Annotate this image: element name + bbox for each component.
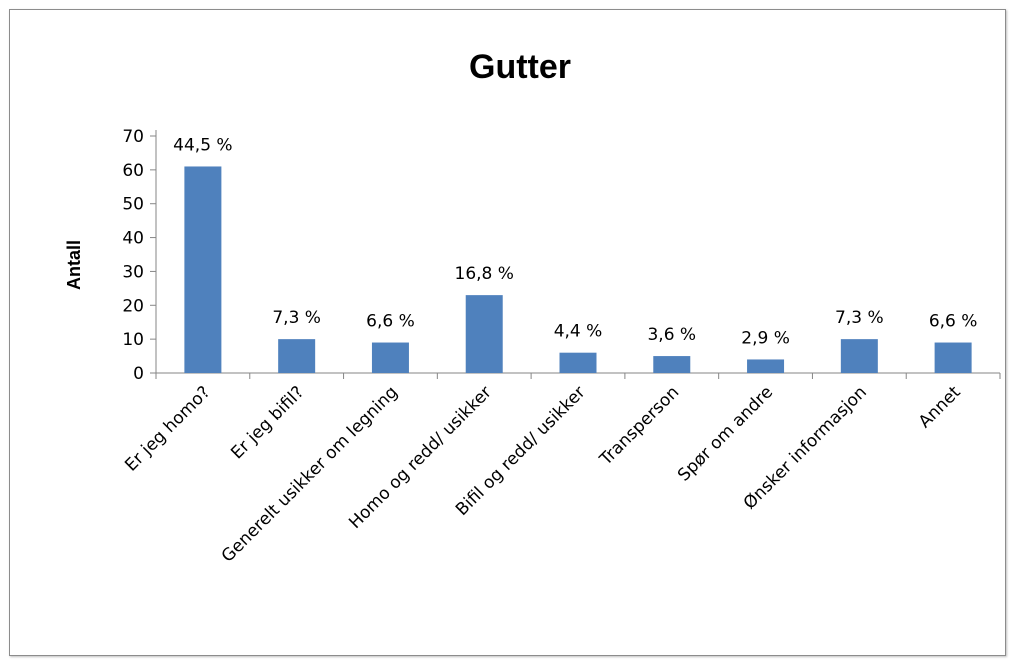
y-tick-label: 0 bbox=[133, 364, 144, 384]
bar bbox=[278, 339, 316, 373]
y-tick-label: 30 bbox=[122, 262, 144, 282]
category-label: Generelt usikker om legning bbox=[218, 382, 402, 566]
data-label: 16,8 % bbox=[455, 264, 514, 284]
chart-frame: Gutter Antall 0 10 20 30 40 50 60 70 44,5 % 7,3 … bbox=[9, 9, 1006, 656]
x-ticks bbox=[155, 373, 1001, 379]
bars bbox=[184, 166, 972, 373]
category-label: Er jeg bifil? bbox=[227, 382, 308, 463]
chart-title: Gutter bbox=[469, 48, 571, 86]
data-label: 2,9 % bbox=[741, 328, 790, 348]
bar bbox=[559, 352, 597, 373]
bar-chart: Gutter Antall 0 10 20 30 40 50 60 70 44,5 % 7,3 … bbox=[64, 48, 1001, 567]
y-tick-label: 70 bbox=[122, 127, 144, 147]
y-ticks: 0 10 20 30 40 50 60 70 bbox=[122, 127, 156, 384]
bar bbox=[184, 166, 222, 373]
bar bbox=[465, 295, 503, 373]
data-label: 6,6 % bbox=[366, 312, 415, 332]
data-label: 4,4 % bbox=[554, 322, 603, 342]
bar bbox=[840, 339, 878, 373]
y-tick-label: 60 bbox=[122, 161, 144, 181]
data-label: 7,3 % bbox=[272, 308, 321, 328]
y-tick-label: 40 bbox=[122, 229, 144, 249]
data-label: 6,6 % bbox=[929, 312, 978, 332]
category-label: Spør om andre bbox=[674, 382, 777, 485]
category-labels: Er jeg homo? Er jeg bifil?Generelt usikke… bbox=[121, 382, 965, 566]
data-labels: 44,5 % 7,3 % 6,6 % 16,8 % 4,4 % 3,6 % 2,9 % 7,3… bbox=[173, 135, 977, 348]
data-label: 44,5 % bbox=[173, 135, 232, 155]
bar bbox=[371, 342, 409, 373]
data-label: 7,3 % bbox=[835, 308, 884, 328]
y-axis-label: Antall bbox=[64, 240, 84, 290]
y-tick-label: 10 bbox=[122, 330, 144, 350]
bar bbox=[747, 359, 785, 373]
y-tick-label: 50 bbox=[122, 195, 144, 215]
data-label: 3,6 % bbox=[647, 325, 696, 345]
y-tick-label: 20 bbox=[122, 296, 144, 316]
category-label: Er jeg homo? bbox=[121, 382, 214, 475]
bar bbox=[934, 342, 972, 373]
category-label: Annet bbox=[915, 382, 965, 432]
category-label: Transperson bbox=[595, 382, 683, 470]
bar bbox=[653, 356, 691, 373]
